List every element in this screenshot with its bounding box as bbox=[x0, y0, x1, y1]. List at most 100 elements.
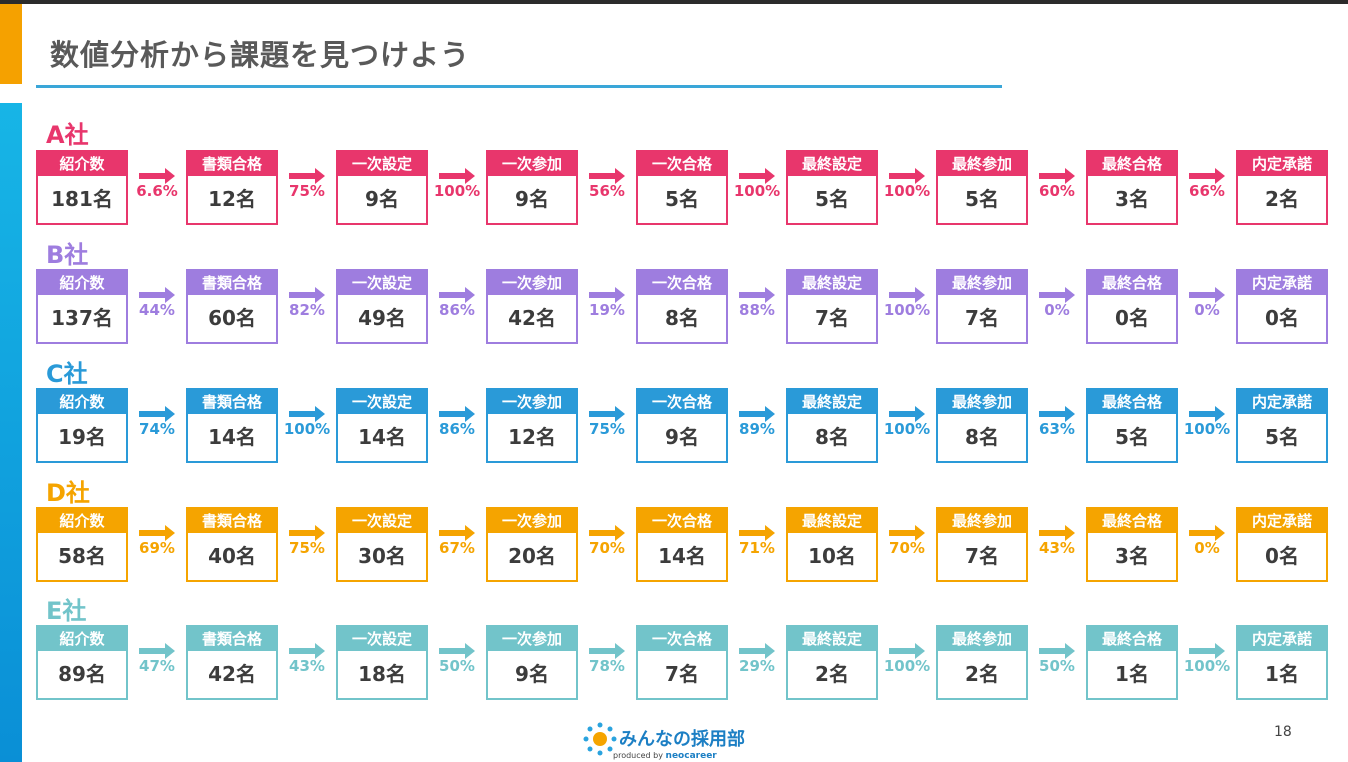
page-number: 18 bbox=[1274, 724, 1292, 740]
stage-box: 内定承諾 5名 bbox=[1236, 388, 1328, 463]
conversion-rate: 70% bbox=[589, 539, 625, 557]
page-title: 数値分析から課題を見つけよう bbox=[50, 38, 471, 72]
arrow-right-icon bbox=[1189, 406, 1225, 422]
stage-header: 最終設定 bbox=[788, 627, 876, 651]
arrow-right-icon bbox=[889, 168, 925, 184]
logo-name: みんなの採用部 bbox=[619, 729, 745, 750]
conversion-rate: 86% bbox=[439, 420, 475, 438]
stage-header: 一次設定 bbox=[338, 627, 426, 651]
stage-header: 書類合格 bbox=[188, 271, 276, 295]
conversion-rate: 50% bbox=[1039, 657, 1075, 675]
arrow-right-icon bbox=[589, 643, 625, 659]
stage-header: 紹介数 bbox=[38, 390, 126, 414]
arrow-right-icon bbox=[1039, 643, 1075, 659]
stage-count: 5名 bbox=[815, 187, 849, 211]
stage-count: 8名 bbox=[665, 306, 699, 330]
stage-box: 一次参加 20名 bbox=[486, 507, 578, 582]
stage-count: 18名 bbox=[358, 662, 406, 686]
stage-header: 内定承諾 bbox=[1238, 271, 1326, 295]
stage-box: 紹介数 19名 bbox=[36, 388, 128, 463]
arrow-right-icon bbox=[289, 406, 325, 422]
stage-header: 一次合格 bbox=[638, 152, 726, 176]
stage-count: 30名 bbox=[358, 544, 406, 568]
stage-box: 最終参加 8名 bbox=[936, 388, 1028, 463]
stage-header: 最終参加 bbox=[938, 152, 1026, 176]
stage-box: 内定承諾 2名 bbox=[1236, 150, 1328, 225]
stage-box: 内定承諾 0名 bbox=[1236, 269, 1328, 344]
arrow-right-icon bbox=[739, 406, 775, 422]
stage-box: 一次参加 9名 bbox=[486, 150, 578, 225]
arrow-right-icon bbox=[139, 525, 175, 541]
stage-count: 0名 bbox=[1265, 306, 1299, 330]
stage-header: 一次参加 bbox=[488, 152, 576, 176]
arrow-right-icon bbox=[439, 168, 475, 184]
logo-tagline: produced by neocareer bbox=[613, 751, 717, 761]
stage-header: 内定承諾 bbox=[1238, 627, 1326, 651]
stage-header: 最終合格 bbox=[1088, 627, 1176, 651]
stage-count: 14名 bbox=[208, 425, 256, 449]
stage-count: 42名 bbox=[208, 662, 256, 686]
stage-count: 0名 bbox=[1265, 544, 1299, 568]
stage-header: 最終参加 bbox=[938, 390, 1026, 414]
stage-header: 紹介数 bbox=[38, 271, 126, 295]
arrow-right-icon bbox=[889, 525, 925, 541]
stage-box: 最終合格 0名 bbox=[1086, 269, 1178, 344]
stage-box: 最終参加 2名 bbox=[936, 625, 1028, 700]
stage-box: 一次参加 12名 bbox=[486, 388, 578, 463]
conversion-rate: 43% bbox=[289, 657, 325, 675]
company-label: D社 bbox=[46, 479, 90, 507]
stage-header: 最終設定 bbox=[788, 152, 876, 176]
conversion-rate: 0% bbox=[1194, 301, 1220, 319]
stage-box: 紹介数 89名 bbox=[36, 625, 128, 700]
top-border bbox=[0, 0, 1348, 4]
stage-box: 最終参加 5名 bbox=[936, 150, 1028, 225]
conversion-rate: 71% bbox=[739, 539, 775, 557]
stage-header: 一次合格 bbox=[638, 509, 726, 533]
stage-count: 5名 bbox=[965, 187, 999, 211]
stage-box: 書類合格 40名 bbox=[186, 507, 278, 582]
conversion-rate: 43% bbox=[1039, 539, 1075, 557]
stage-box: 紹介数 181名 bbox=[36, 150, 128, 225]
arrow-right-icon bbox=[889, 406, 925, 422]
arrow-right-icon bbox=[1039, 406, 1075, 422]
conversion-rate: 29% bbox=[739, 657, 775, 675]
stage-count: 2名 bbox=[815, 662, 849, 686]
stage-header: 内定承諾 bbox=[1238, 390, 1326, 414]
stage-header: 一次参加 bbox=[488, 627, 576, 651]
stage-header: 最終参加 bbox=[938, 627, 1026, 651]
company-label: E社 bbox=[46, 597, 87, 625]
arrow-right-icon bbox=[139, 168, 175, 184]
conversion-rate: 66% bbox=[1189, 182, 1225, 200]
stage-count: 7名 bbox=[965, 544, 999, 568]
arrow-right-icon bbox=[1189, 525, 1225, 541]
arrow-right-icon bbox=[1039, 525, 1075, 541]
conversion-rate: 56% bbox=[589, 182, 625, 200]
stage-box: 最終参加 7名 bbox=[936, 269, 1028, 344]
stage-box: 最終合格 1名 bbox=[1086, 625, 1178, 700]
stage-header: 最終合格 bbox=[1088, 271, 1176, 295]
stage-box: 一次参加 9名 bbox=[486, 625, 578, 700]
stage-count: 5名 bbox=[1265, 425, 1299, 449]
stage-count: 5名 bbox=[1115, 425, 1149, 449]
conversion-rate: 89% bbox=[739, 420, 775, 438]
stage-count: 1名 bbox=[1265, 662, 1299, 686]
stage-header: 紹介数 bbox=[38, 152, 126, 176]
stage-box: 一次設定 18名 bbox=[336, 625, 428, 700]
arrow-right-icon bbox=[439, 525, 475, 541]
stage-header: 紹介数 bbox=[38, 627, 126, 651]
stage-count: 14名 bbox=[658, 544, 706, 568]
sun-logo-icon bbox=[583, 722, 617, 756]
arrow-right-icon bbox=[139, 287, 175, 303]
arrow-right-icon bbox=[1039, 168, 1075, 184]
stage-box: 一次合格 5名 bbox=[636, 150, 728, 225]
stage-count: 8名 bbox=[815, 425, 849, 449]
arrow-right-icon bbox=[739, 168, 775, 184]
arrow-right-icon bbox=[889, 287, 925, 303]
stage-count: 181名 bbox=[51, 187, 113, 211]
stage-header: 書類合格 bbox=[188, 509, 276, 533]
produced-by-text: produced by bbox=[613, 751, 663, 760]
conversion-rate: 100% bbox=[1183, 657, 1231, 675]
arrow-right-icon bbox=[589, 525, 625, 541]
conversion-rate: 75% bbox=[289, 539, 325, 557]
stage-header: 一次設定 bbox=[338, 271, 426, 295]
